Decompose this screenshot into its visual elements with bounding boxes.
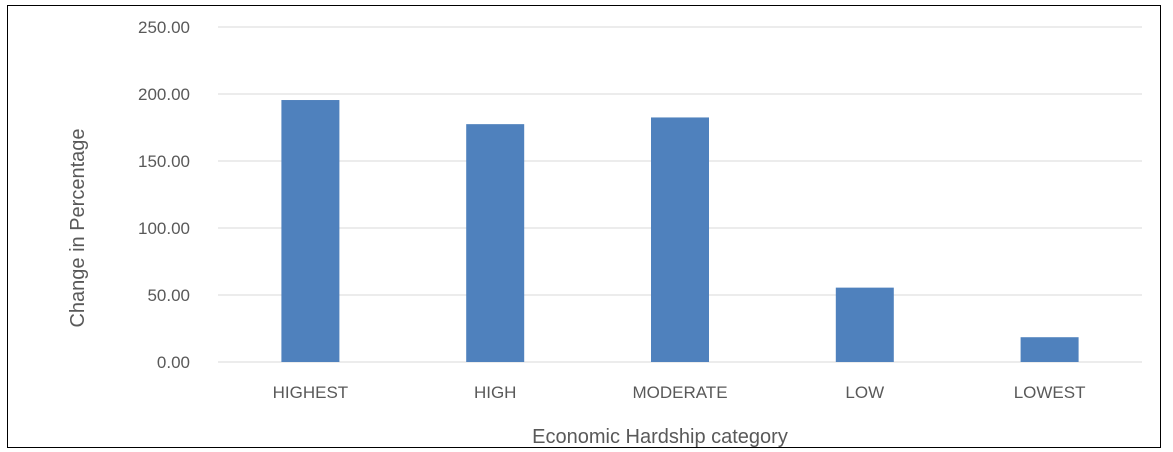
bars	[281, 100, 1079, 363]
gridlines	[218, 26, 1142, 363]
bar-high	[466, 124, 525, 363]
y-tick-label: 250.00	[138, 18, 190, 37]
x-axis-title: Economic Hardship category	[532, 426, 788, 448]
x-tick-label-low: LOW	[845, 383, 884, 402]
chart-frame	[7, 5, 1161, 448]
y-tick-label: 200.00	[138, 85, 190, 104]
y-tick-labels: 0.00 50.00 100.00 150.00 200.00 250.00	[138, 18, 190, 372]
bar-highest	[281, 100, 340, 362]
x-tick-label-high: HIGH	[474, 383, 517, 402]
x-tick-label-lowest: LOWEST	[1014, 383, 1086, 402]
x-tick-label-highest: HIGHEST	[273, 383, 349, 402]
y-tick-label: 0.00	[157, 353, 190, 372]
bar-moderate	[651, 117, 709, 362]
bar-low	[835, 287, 894, 362]
x-tick-label-moderate: MODERATE	[632, 383, 727, 402]
bar-lowest	[1020, 337, 1079, 362]
y-tick-label: 50.00	[147, 286, 190, 305]
x-tick-labels: HIGHEST HIGH MODERATE LOW LOWEST	[273, 383, 1086, 402]
y-tick-label: 100.00	[138, 219, 190, 238]
y-tick-label: 150.00	[138, 152, 190, 171]
y-axis-title: Change in Percentage	[67, 128, 89, 327]
